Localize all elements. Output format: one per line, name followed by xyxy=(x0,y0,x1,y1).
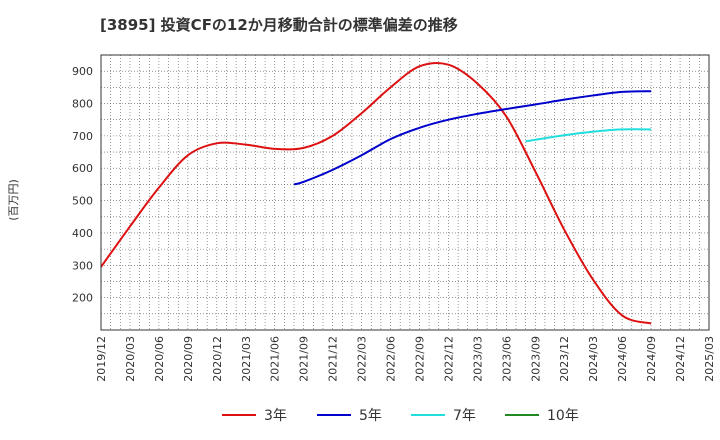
legend-swatch xyxy=(317,414,351,416)
axes: 200 300 400 500 600 700 800 900 2019/12 2020/03 20… xyxy=(72,54,716,382)
legend-swatch xyxy=(505,414,539,416)
y-axis-label: (百万円) xyxy=(7,179,20,221)
y-tick-label: 600 xyxy=(72,162,93,175)
plot-background xyxy=(101,55,709,330)
x-tick-label: 2023/06 xyxy=(500,336,513,382)
legend-label: 7年 xyxy=(453,408,476,424)
x-tick-label: 2020/09 xyxy=(182,336,195,382)
y-tick-label: 200 xyxy=(72,292,93,305)
series-line-1 xyxy=(293,90,652,186)
legend-swatch xyxy=(411,414,445,416)
x-tick-label: 2024/09 xyxy=(645,336,658,382)
x-tick-label: 2022/06 xyxy=(385,336,398,382)
series-line-0 xyxy=(100,61,652,325)
series-line-2 xyxy=(525,128,652,143)
x-tick-label: 2021/09 xyxy=(298,336,311,382)
x-tick-label: 2022/09 xyxy=(413,336,426,382)
x-tick-label: 2020/12 xyxy=(211,336,224,382)
y-tick-label: 400 xyxy=(72,227,93,240)
x-tick-label: 2019/12 xyxy=(95,336,108,382)
x-tick-label: 2024/06 xyxy=(616,336,629,382)
x-tick-label: 2020/03 xyxy=(124,336,137,382)
legend-item: 5年 xyxy=(317,403,382,427)
x-tick-label: 2023/12 xyxy=(558,336,571,382)
x-tick-label: 2022/03 xyxy=(356,336,369,382)
legend-item: 7年 xyxy=(411,403,476,427)
plot-area xyxy=(101,55,709,330)
chart-title: [3895] 投資CFの12か月移動合計の標準偏差の推移 xyxy=(100,16,458,34)
series-lines xyxy=(100,61,652,325)
x-tick-label: 2024/03 xyxy=(587,336,600,382)
x-tick-label: 2020/06 xyxy=(153,336,166,382)
legend-label: 5年 xyxy=(359,408,382,424)
x-tick-label: 2024/12 xyxy=(674,336,687,382)
x-tick-label: 2021/12 xyxy=(327,336,340,382)
x-tick-label: 2021/03 xyxy=(240,336,253,382)
legend-swatch xyxy=(222,414,256,416)
legend: 3年 5年 7年 10年 xyxy=(0,403,720,427)
y-tick-label: 700 xyxy=(72,130,93,143)
plot-frame xyxy=(100,54,710,331)
y-tick-label: 300 xyxy=(72,259,93,272)
x-tick-label: 2023/03 xyxy=(471,336,484,382)
legend-item: 3年 xyxy=(222,403,287,427)
x-tick-label: 2025/03 xyxy=(703,336,716,382)
y-tick-label: 900 xyxy=(72,65,93,78)
legend-label: 10年 xyxy=(547,408,579,424)
x-tick-label: 2021/06 xyxy=(269,336,282,382)
legend-label: 3年 xyxy=(264,408,287,424)
x-tick-label: 2023/09 xyxy=(529,336,542,382)
x-tick-label: 2022/12 xyxy=(442,336,455,382)
y-tick-label: 800 xyxy=(72,98,93,111)
legend-item: 10年 xyxy=(505,403,579,427)
y-tick-label: 500 xyxy=(72,195,93,208)
